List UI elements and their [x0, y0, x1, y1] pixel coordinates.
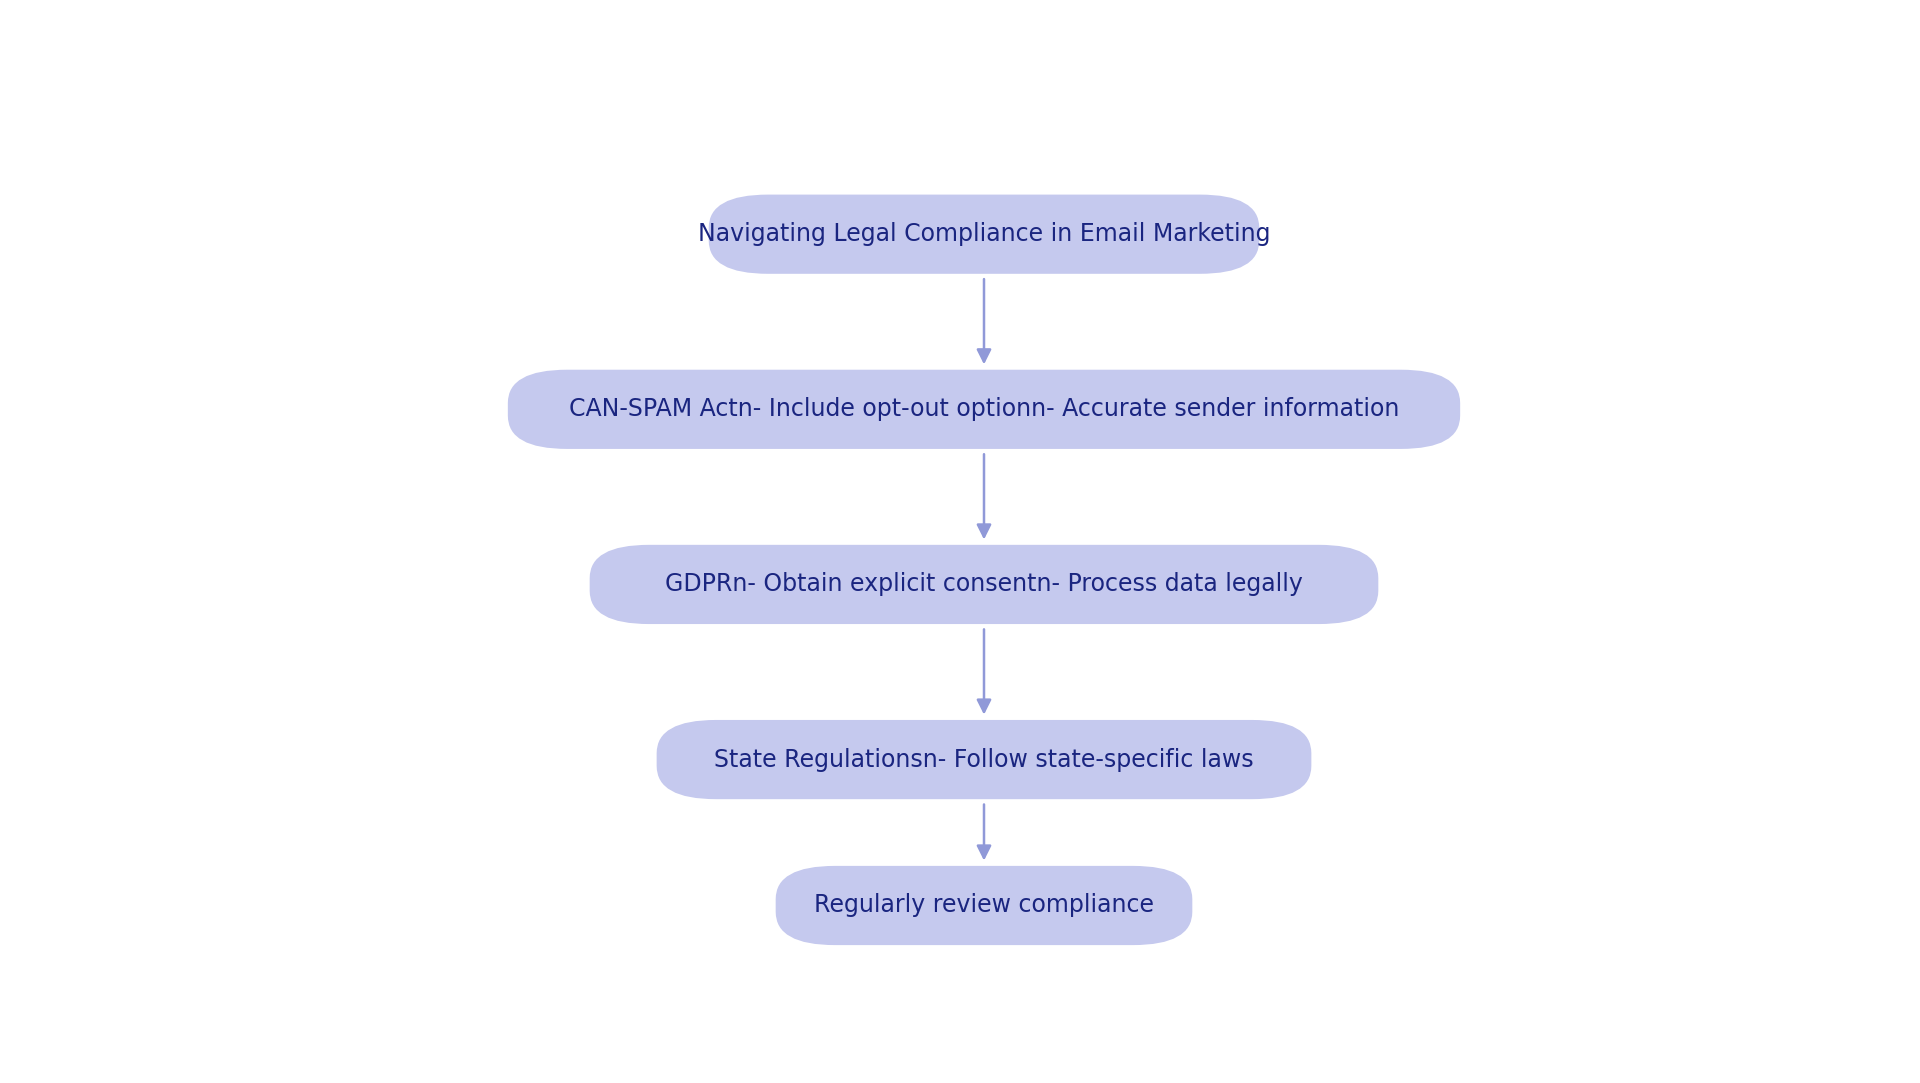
Text: Regularly review compliance: Regularly review compliance: [814, 893, 1154, 917]
Text: State Regulationsn- Follow state-specific laws: State Regulationsn- Follow state-specifi…: [714, 747, 1254, 771]
Text: CAN-SPAM Actn- Include opt-out optionn- Accurate sender information: CAN-SPAM Actn- Include opt-out optionn- …: [568, 397, 1400, 421]
FancyBboxPatch shape: [708, 195, 1260, 274]
FancyBboxPatch shape: [589, 545, 1379, 624]
Text: GDPRn- Obtain explicit consentn- Process data legally: GDPRn- Obtain explicit consentn- Process…: [664, 573, 1304, 597]
FancyBboxPatch shape: [657, 720, 1311, 799]
Text: Navigating Legal Compliance in Email Marketing: Navigating Legal Compliance in Email Mar…: [697, 222, 1271, 246]
FancyBboxPatch shape: [776, 866, 1192, 945]
FancyBboxPatch shape: [507, 369, 1461, 449]
